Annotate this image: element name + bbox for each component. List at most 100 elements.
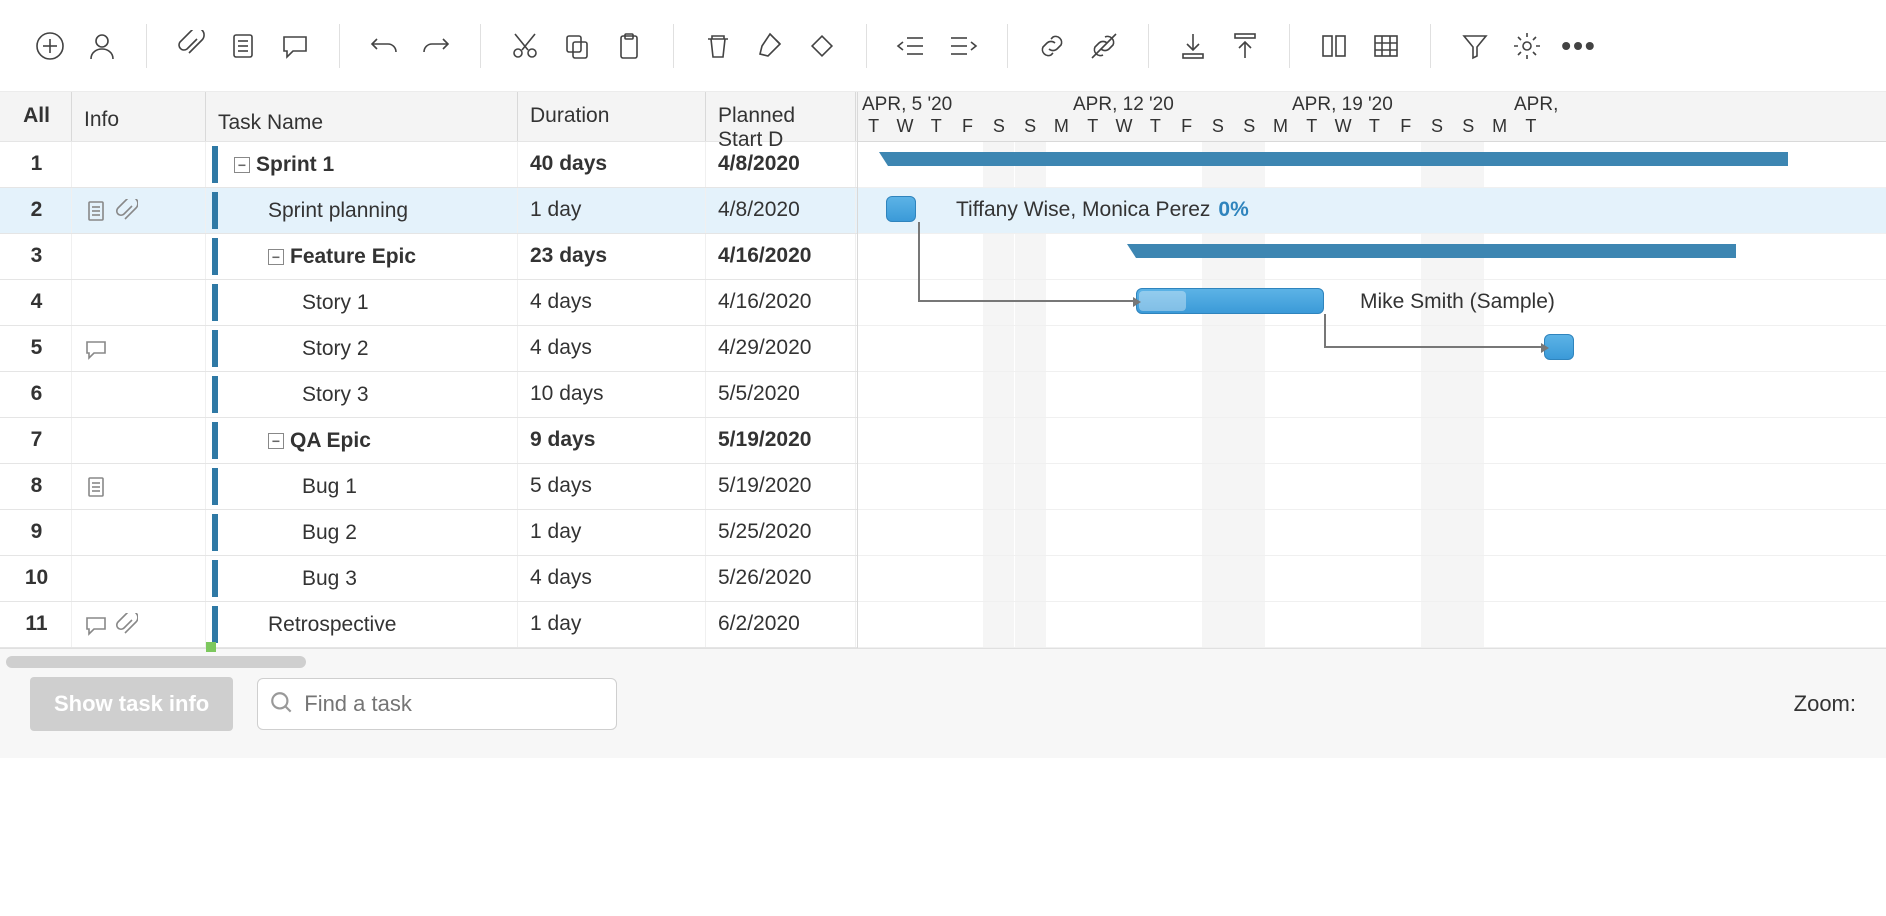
summary-bar[interactable] xyxy=(888,152,1788,166)
add-button[interactable] xyxy=(28,24,72,68)
grid-button[interactable] xyxy=(1364,24,1408,68)
attach-button[interactable] xyxy=(169,24,213,68)
row-start-date[interactable]: 5/26/2020 xyxy=(706,556,856,601)
gantt-row[interactable] xyxy=(858,464,1886,510)
row-name[interactable]: Story 3 xyxy=(206,372,518,417)
row-duration[interactable]: 4 days xyxy=(518,326,706,371)
summary-bar[interactable] xyxy=(1136,244,1736,258)
row-name[interactable]: Story 1 xyxy=(206,280,518,325)
column-resize-handle[interactable] xyxy=(206,642,216,652)
task-bar[interactable] xyxy=(886,196,916,222)
collapse-toggle[interactable]: − xyxy=(268,433,284,449)
row-start-date[interactable]: 4/8/2020 xyxy=(706,142,856,187)
task-row[interactable]: 2Sprint planning1 day4/8/2020 xyxy=(0,188,857,234)
row-name[interactable]: Retrospective xyxy=(206,602,518,647)
row-duration[interactable]: 4 days xyxy=(518,556,706,601)
row-duration[interactable]: 1 day xyxy=(518,510,706,555)
row-status-bar xyxy=(212,192,218,229)
col-header-name[interactable]: Task Name xyxy=(206,92,518,141)
gantt-row[interactable] xyxy=(858,142,1886,188)
col-header-all[interactable]: All xyxy=(0,92,72,141)
col-header-duration[interactable]: Duration xyxy=(518,92,706,141)
more-button[interactable]: ••• xyxy=(1557,24,1601,68)
note-button[interactable] xyxy=(221,24,265,68)
download-icon xyxy=(1177,30,1209,62)
undo-button[interactable] xyxy=(362,24,406,68)
task-row[interactable]: 6Story 310 days5/5/2020 xyxy=(0,372,857,418)
row-name[interactable]: Sprint planning xyxy=(206,188,518,233)
row-start-date[interactable]: 4/8/2020 xyxy=(706,188,856,233)
task-row[interactable]: 9Bug 21 day5/25/2020 xyxy=(0,510,857,556)
row-duration[interactable]: 10 days xyxy=(518,372,706,417)
paint-button[interactable] xyxy=(748,24,792,68)
task-row[interactable]: 8Bug 15 days5/19/2020 xyxy=(0,464,857,510)
comment-button[interactable] xyxy=(273,24,317,68)
show-task-info-button[interactable]: Show task info xyxy=(30,677,233,731)
task-row[interactable]: 11Retrospective1 day6/2/2020 xyxy=(0,602,857,648)
grid-hscroll-thumb[interactable] xyxy=(6,656,306,668)
collapse-toggle[interactable]: − xyxy=(268,249,284,265)
row-name[interactable]: −Feature Epic xyxy=(206,234,518,279)
collapse-toggle[interactable]: − xyxy=(234,157,250,173)
download-button[interactable] xyxy=(1171,24,1215,68)
gantt-row[interactable]: Mike Smith (Sample) xyxy=(858,280,1886,326)
user-button[interactable] xyxy=(80,24,124,68)
paste-button[interactable] xyxy=(607,24,651,68)
gantt-chart: TWTFSSMTWTFSSMTWTFSSMT APR, 5 '20APR, 12… xyxy=(858,92,1886,648)
row-name[interactable]: −Sprint 1 xyxy=(206,142,518,187)
gantt-row[interactable] xyxy=(858,510,1886,556)
row-start-date[interactable]: 4/16/2020 xyxy=(706,234,856,279)
settings-button[interactable] xyxy=(1505,24,1549,68)
row-name[interactable]: Bug 2 xyxy=(206,510,518,555)
task-row[interactable]: 1−Sprint 140 days4/8/2020 xyxy=(0,142,857,188)
trash-icon xyxy=(702,30,734,62)
row-start-date[interactable]: 5/25/2020 xyxy=(706,510,856,555)
copy-button[interactable] xyxy=(555,24,599,68)
redo-icon xyxy=(420,30,452,62)
gantt-row[interactable] xyxy=(858,234,1886,280)
task-row[interactable]: 3−Feature Epic23 days4/16/2020 xyxy=(0,234,857,280)
task-bar[interactable] xyxy=(1136,288,1324,314)
row-start-date[interactable]: 5/19/2020 xyxy=(706,418,856,463)
gantt-row[interactable] xyxy=(858,418,1886,464)
trash-button[interactable] xyxy=(696,24,740,68)
task-row[interactable]: 4Story 14 days4/16/2020 xyxy=(0,280,857,326)
unlink-button[interactable] xyxy=(1082,24,1126,68)
row-name[interactable]: Bug 1 xyxy=(206,464,518,509)
row-duration[interactable]: 9 days xyxy=(518,418,706,463)
row-name[interactable]: Bug 3 xyxy=(206,556,518,601)
gantt-row[interactable]: Tiffany Wise, Monica Perez0% xyxy=(858,188,1886,234)
link-button[interactable] xyxy=(1030,24,1074,68)
filter-button[interactable] xyxy=(1453,24,1497,68)
row-name[interactable]: −QA Epic xyxy=(206,418,518,463)
row-name[interactable]: Story 2 xyxy=(206,326,518,371)
row-duration[interactable]: 1 day xyxy=(518,188,706,233)
row-start-date[interactable]: 6/2/2020 xyxy=(706,602,856,647)
find-task-input[interactable] xyxy=(257,678,617,730)
task-row[interactable]: 7−QA Epic9 days5/19/2020 xyxy=(0,418,857,464)
task-row[interactable]: 10Bug 34 days5/26/2020 xyxy=(0,556,857,602)
gantt-row[interactable] xyxy=(858,556,1886,602)
upload-button[interactable] xyxy=(1223,24,1267,68)
row-duration[interactable]: 4 days xyxy=(518,280,706,325)
gantt-row[interactable] xyxy=(858,602,1886,648)
columns-button[interactable] xyxy=(1312,24,1356,68)
redo-button[interactable] xyxy=(414,24,458,68)
gantt-row[interactable] xyxy=(858,326,1886,372)
row-duration[interactable]: 23 days xyxy=(518,234,706,279)
cut-button[interactable] xyxy=(503,24,547,68)
col-header-start[interactable]: Planned Start D xyxy=(706,92,856,141)
row-start-date[interactable]: 5/5/2020 xyxy=(706,372,856,417)
row-start-date[interactable]: 4/29/2020 xyxy=(706,326,856,371)
diamond-button[interactable] xyxy=(800,24,844,68)
indent-button[interactable] xyxy=(941,24,985,68)
row-duration[interactable]: 1 day xyxy=(518,602,706,647)
row-duration[interactable]: 5 days xyxy=(518,464,706,509)
task-row[interactable]: 5Story 24 days4/29/2020 xyxy=(0,326,857,372)
row-start-date[interactable]: 5/19/2020 xyxy=(706,464,856,509)
col-header-info[interactable]: Info xyxy=(72,92,206,141)
row-duration[interactable]: 40 days xyxy=(518,142,706,187)
row-start-date[interactable]: 4/16/2020 xyxy=(706,280,856,325)
gantt-row[interactable] xyxy=(858,372,1886,418)
outdent-button[interactable] xyxy=(889,24,933,68)
